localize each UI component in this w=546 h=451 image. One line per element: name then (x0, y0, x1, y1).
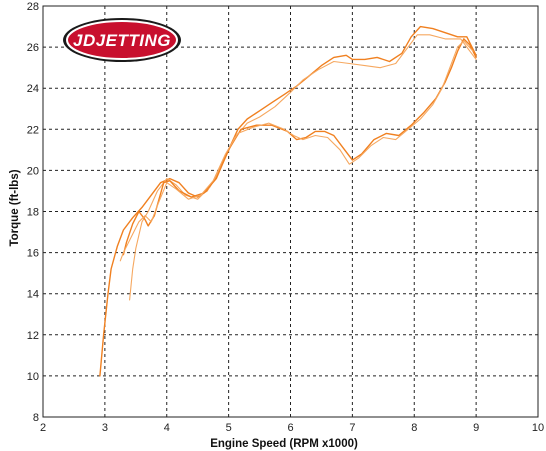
x-tick-label: 7 (349, 422, 355, 434)
y-tick-label: 22 (27, 124, 39, 136)
y-axis-label: Torque (ft-lbs) (9, 169, 21, 246)
x-tick-label: 9 (473, 422, 479, 434)
x-tick-label: 10 (532, 422, 544, 434)
y-tick-label: 18 (27, 207, 39, 219)
y-tick-label: 24 (27, 83, 39, 95)
x-tick-labels: 2 3 4 5 6 7 8 9 10 (40, 422, 544, 434)
x-tick-label: 4 (164, 422, 170, 434)
grid-lines (43, 6, 538, 417)
logo-text: JDJETTING (73, 31, 171, 50)
torque-run-line-4 (119, 40, 474, 262)
x-axis-label: Engine Speed (RPM x1000) (210, 438, 358, 450)
x-tick-label: 5 (226, 422, 232, 434)
torque-run-line-1 (99, 25, 477, 377)
x-tick-label: 3 (102, 422, 108, 434)
y-tick-label: 8 (33, 412, 39, 424)
x-tick-label: 2 (40, 422, 46, 434)
x-tick-label: 8 (411, 422, 417, 434)
y-tick-label: 26 (27, 42, 39, 54)
y-tick-labels: 8 10 12 14 16 18 20 22 24 26 28 (27, 1, 39, 424)
y-tick-label: 20 (27, 165, 39, 177)
torque-run-line-2 (129, 34, 477, 301)
logo: JDJETTING (63, 18, 181, 62)
y-tick-label: 14 (27, 289, 39, 301)
y-tick-label: 28 (27, 1, 39, 13)
series-group (99, 25, 477, 377)
y-tick-label: 12 (27, 330, 39, 342)
y-tick-label: 10 (27, 371, 39, 383)
y-tick-label: 16 (27, 248, 39, 260)
x-tick-label: 6 (287, 422, 293, 434)
